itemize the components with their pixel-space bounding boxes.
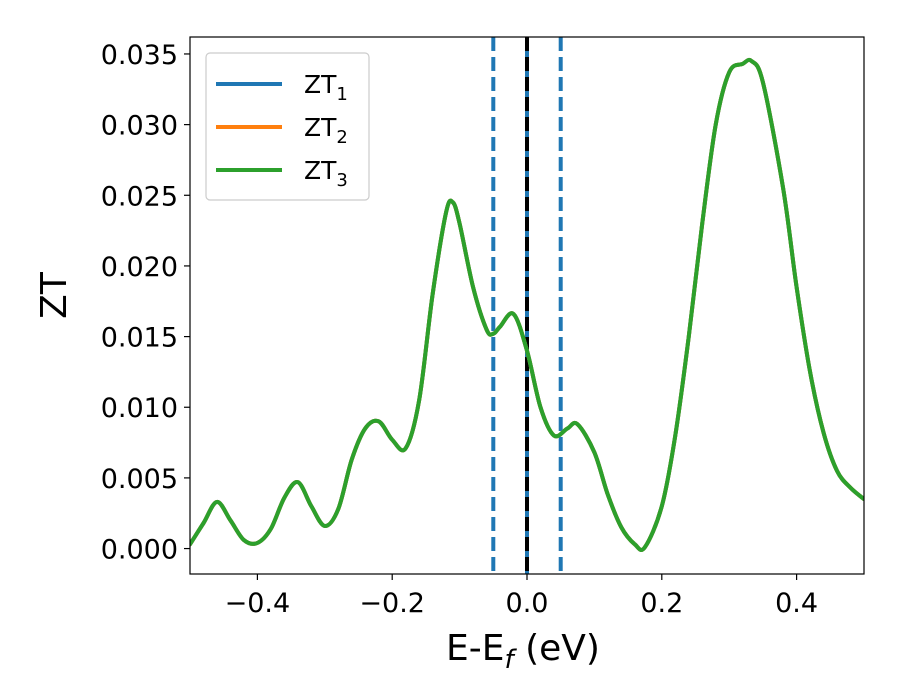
x-axis-ticks: −0.4 −0.2 0.0 0.2 0.4 <box>225 574 818 619</box>
legend-label-1: ZT1 <box>304 70 348 105</box>
vertical-reference-lines <box>491 37 563 574</box>
x-tick-label: 0.4 <box>775 588 818 619</box>
series-line-3 <box>190 57 864 552</box>
legend-box <box>205 52 370 201</box>
y-tick-label: 0.025 <box>101 181 178 212</box>
y-tick-label: 0.005 <box>101 464 178 495</box>
legend-label-3: ZT3 <box>304 156 348 191</box>
x-axis-label: E-Ef (eV) <box>446 628 600 675</box>
x-tick-label: 0.0 <box>506 588 549 619</box>
x-tick-label: −0.4 <box>225 588 291 619</box>
series-lines <box>190 57 864 552</box>
y-axis-label: ZT <box>34 271 75 319</box>
x-tick-label: −0.2 <box>359 588 425 619</box>
y-tick-label: 0.030 <box>101 111 178 142</box>
legend: ZT1 ZT2 ZT3 <box>205 52 370 201</box>
y-tick-label: 0.035 <box>101 40 178 71</box>
legend-label-2: ZT2 <box>304 113 348 148</box>
y-tick-label: 0.015 <box>101 323 178 354</box>
y-tick-label: 0.020 <box>101 252 178 283</box>
legend-entries: ZT1 ZT2 ZT3 <box>216 70 348 191</box>
y-tick-label: 0.000 <box>101 535 178 566</box>
y-axis-ticks: 0.000 0.005 0.010 0.015 0.020 0.025 0.030 0.035 <box>101 40 190 566</box>
x-tick-label: 0.2 <box>640 588 683 619</box>
y-tick-label: 0.010 <box>101 393 178 424</box>
